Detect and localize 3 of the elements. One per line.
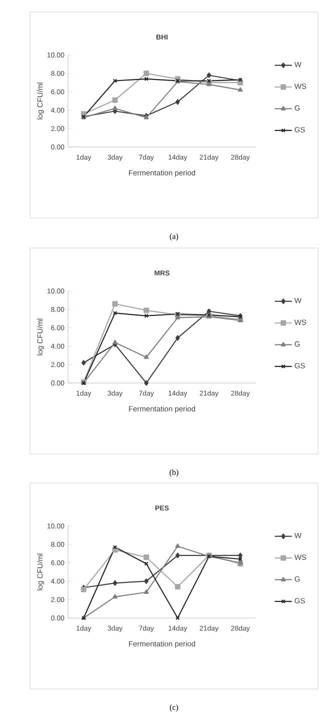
text: (a)	[170, 233, 178, 241]
text: (c)	[170, 704, 178, 712]
text: (b)	[170, 469, 178, 477]
